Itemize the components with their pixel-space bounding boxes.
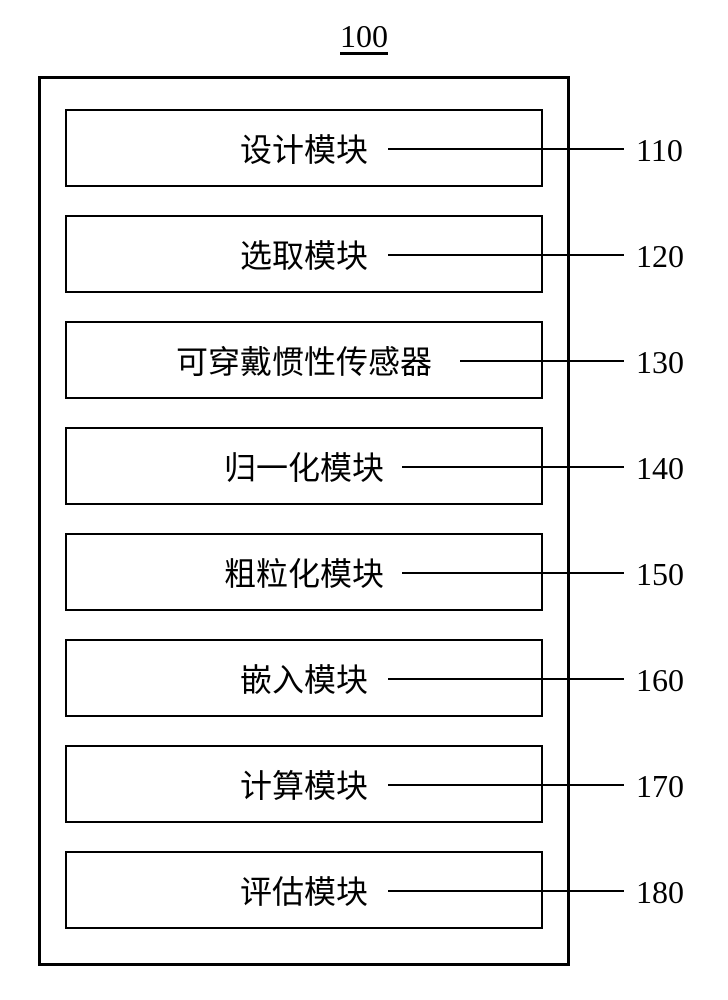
ref-label-150: 150 xyxy=(636,556,684,593)
lead-line-140 xyxy=(402,466,624,468)
ref-label-180: 180 xyxy=(636,874,684,911)
lead-line-180 xyxy=(388,890,624,892)
ref-label-120: 120 xyxy=(636,238,684,275)
lead-line-170 xyxy=(388,784,624,786)
lead-line-150 xyxy=(402,572,624,574)
ref-label-140: 140 xyxy=(636,450,684,487)
lead-line-160 xyxy=(388,678,624,680)
ref-label-160: 160 xyxy=(636,662,684,699)
diagram-title: 100 xyxy=(340,18,388,55)
ref-label-170: 170 xyxy=(636,768,684,805)
system-container: 设计模块 选取模块 可穿戴惯性传感器 归一化模块 粗粒化模块 嵌入模块 计算模块… xyxy=(38,76,570,966)
ref-label-110: 110 xyxy=(636,132,683,169)
lead-line-130 xyxy=(460,360,624,362)
lead-line-120 xyxy=(388,254,624,256)
ref-label-130: 130 xyxy=(636,344,684,381)
lead-line-110 xyxy=(388,148,624,150)
